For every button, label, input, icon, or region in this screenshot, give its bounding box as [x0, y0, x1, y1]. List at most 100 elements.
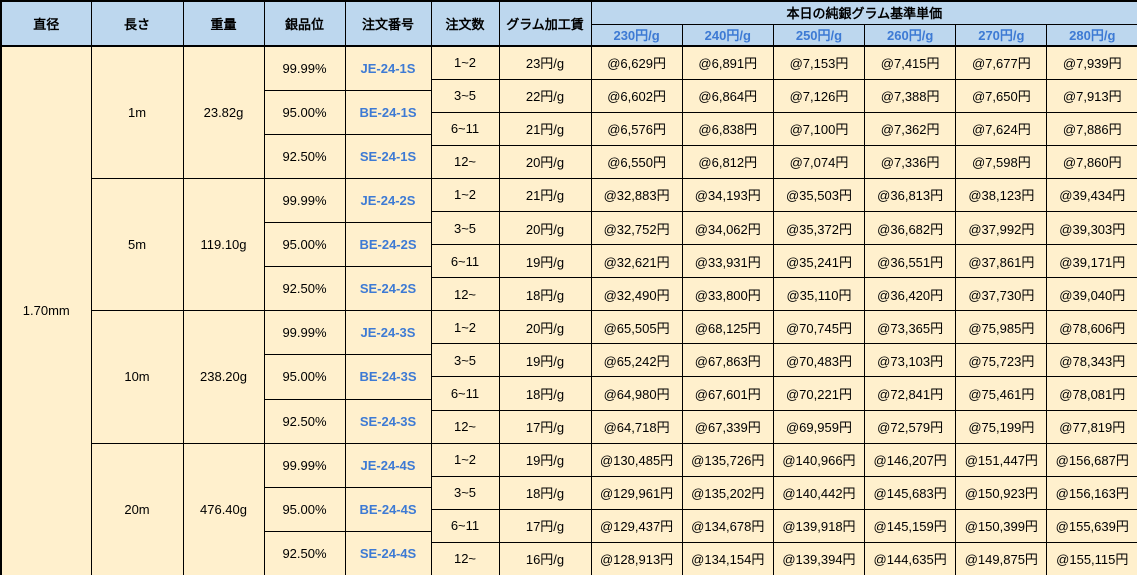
- qty-cell: 6~11: [430, 244, 500, 279]
- price-cell: @7,362円: [864, 111, 957, 146]
- price-cell: @7,153円: [772, 44, 866, 80]
- qty-cell: 6~11: [430, 111, 500, 146]
- price-cell: @35,372円: [772, 210, 866, 246]
- price-cell: @37,992円: [955, 210, 1048, 246]
- price-cell: @6,629円: [590, 44, 683, 80]
- order-no-cell: BE-24-1S: [344, 89, 432, 135]
- price-cell: @145,683円: [864, 475, 957, 510]
- table-row: 5m 119.10g 99.99% JE-24-2S 1~2 21円/g @32,883円 @…: [1, 177, 1137, 312]
- table-row: 3~5 20円/g @32,752円 @34,062円 @35,372円 @36,682円…: [1, 210, 1137, 246]
- price-cell: @33,931円: [681, 244, 774, 279]
- order-no-cell: BE-24-4S: [344, 486, 432, 532]
- price-cell: @36,813円: [864, 177, 957, 212]
- order-no-cell: BE-24-2S: [344, 221, 432, 268]
- purity-cell: 95.00%: [263, 89, 346, 135]
- price-cell: @70,483円: [772, 343, 866, 378]
- order-no-cell: JE-24-2S: [344, 177, 432, 224]
- header-order-no: 注文番号: [344, 0, 432, 47]
- header-rate-250: 250円/g: [772, 23, 866, 47]
- header-order-qty: 注文数: [430, 0, 500, 47]
- purity-cell: 92.50%: [263, 133, 346, 179]
- header-price-group: 本日の純銀グラム基準単価: [590, 0, 1137, 25]
- weight-cell: 238.20g: [182, 310, 265, 444]
- price-cell: @139,918円: [772, 508, 866, 543]
- price-cell: @72,579円: [864, 409, 957, 444]
- table-row: 3~5 19円/g @65,242円 @67,863円 @70,483円 @73,103円…: [1, 343, 1137, 378]
- table-row: 6~11 19円/g @32,621円 @33,931円 @35,241円 @36,551…: [1, 244, 1137, 279]
- table-row: 92.50% SE-24-3S: [1, 398, 1137, 444]
- price-cell: @144,635円: [864, 541, 957, 575]
- header-rate-230: 230円/g: [590, 23, 683, 47]
- price-cell: @7,074円: [772, 144, 866, 179]
- qty-cell: 1~2: [430, 177, 500, 212]
- table-row: 12~ 18円/g @32,490円 @33,800円 @35,110円 @36,420円…: [1, 277, 1137, 312]
- fee-cell: 18円/g: [498, 277, 592, 312]
- price-cell: @135,202円: [681, 475, 774, 510]
- price-cell: @65,505円: [590, 310, 683, 345]
- weight-cell: 119.10g: [182, 177, 265, 312]
- price-cell: @7,913円: [1046, 78, 1137, 113]
- price-cell: @39,303円: [1046, 210, 1137, 246]
- price-cell: @33,800円: [681, 277, 774, 312]
- price-cell: @155,639円: [1046, 508, 1137, 543]
- price-cell: @7,650円: [955, 78, 1048, 113]
- price-cell: @39,171円: [1046, 244, 1137, 279]
- purity-cell: 99.99%: [263, 177, 346, 224]
- header-length: 長さ: [90, 0, 184, 47]
- price-cell: @139,394円: [772, 541, 866, 575]
- fee-cell: 18円/g: [498, 376, 592, 411]
- price-cell: @6,812円: [681, 144, 774, 179]
- price-cell: @150,923円: [955, 475, 1048, 510]
- price-cell: @6,602円: [590, 78, 683, 113]
- price-cell: @145,159円: [864, 508, 957, 543]
- table-row: 95.00% BE-24-4S: [1, 486, 1137, 532]
- fee-cell: 19円/g: [498, 442, 592, 477]
- price-cell: @70,221円: [772, 376, 866, 411]
- purity-cell: 92.50%: [263, 266, 346, 312]
- table-body: 1.70mm 1m 23.82g 99.99% JE-24-1S 1~2 23円/g @6,6…: [0, 44, 1137, 575]
- qty-cell: 12~: [430, 277, 500, 312]
- fee-cell: 21円/g: [498, 111, 592, 146]
- price-cell: @156,163円: [1046, 475, 1137, 510]
- purity-cell: 95.00%: [263, 354, 346, 400]
- purity-cell: 92.50%: [263, 398, 346, 444]
- weight-cell: 23.82g: [182, 44, 265, 179]
- table-header: 直径 長さ 重量 銀品位 注文番号 注文数 グラム加工賃 本日の純銀グラム基準単…: [0, 0, 1137, 47]
- price-cell: @34,062円: [681, 210, 774, 246]
- header-rate-280: 280円/g: [1046, 23, 1137, 47]
- table-row: 12~ 16円/g @128,913円 @134,154円 @139,394円 @144,…: [1, 541, 1137, 575]
- price-cell: @7,598円: [955, 144, 1048, 179]
- header-rate-260: 260円/g: [864, 23, 957, 47]
- header-diameter: 直径: [0, 0, 92, 47]
- price-cell: @7,388円: [864, 78, 957, 113]
- price-cell: @67,339円: [681, 409, 774, 444]
- length-cell: 1m: [90, 44, 184, 179]
- price-cell: @78,606円: [1046, 310, 1137, 345]
- table-row: 10m 238.20g 99.99% JE-24-3S 1~2 20円/g @65,505円…: [1, 310, 1137, 444]
- table-row: 6~11 18円/g @64,980円 @67,601円 @70,221円 @72,841…: [1, 376, 1137, 411]
- price-cell: @128,913円: [590, 541, 683, 575]
- price-cell: @7,939円: [1046, 44, 1137, 80]
- price-cell: @32,621円: [590, 244, 683, 279]
- table-row: 95.00% BE-24-1S: [1, 89, 1137, 135]
- price-cell: @7,415円: [864, 44, 957, 80]
- price-cell: @32,752円: [590, 210, 683, 246]
- table-row: 1.70mm 1m 23.82g 99.99% JE-24-1S 1~2 23円/g @6,6…: [0, 44, 1137, 575]
- qty-cell: 3~5: [430, 78, 500, 113]
- price-cell: @146,207円: [864, 442, 957, 477]
- header-rate-240: 240円/g: [681, 23, 774, 47]
- fee-cell: 17円/g: [498, 508, 592, 543]
- length-cell: 10m: [90, 310, 184, 444]
- price-cell: @37,730円: [955, 277, 1048, 312]
- fee-cell: 23円/g: [498, 44, 592, 80]
- qty-cell: 3~5: [430, 210, 500, 246]
- price-cell: @75,723円: [955, 343, 1048, 378]
- price-cell: @67,601円: [681, 376, 774, 411]
- price-cell: @32,883円: [590, 177, 683, 212]
- price-cell: @6,891円: [681, 44, 774, 80]
- order-no-cell: SE-24-4S: [344, 530, 432, 575]
- price-cell: @39,434円: [1046, 177, 1137, 212]
- price-cell: @129,961円: [590, 475, 683, 510]
- fee-cell: 19円/g: [498, 244, 592, 279]
